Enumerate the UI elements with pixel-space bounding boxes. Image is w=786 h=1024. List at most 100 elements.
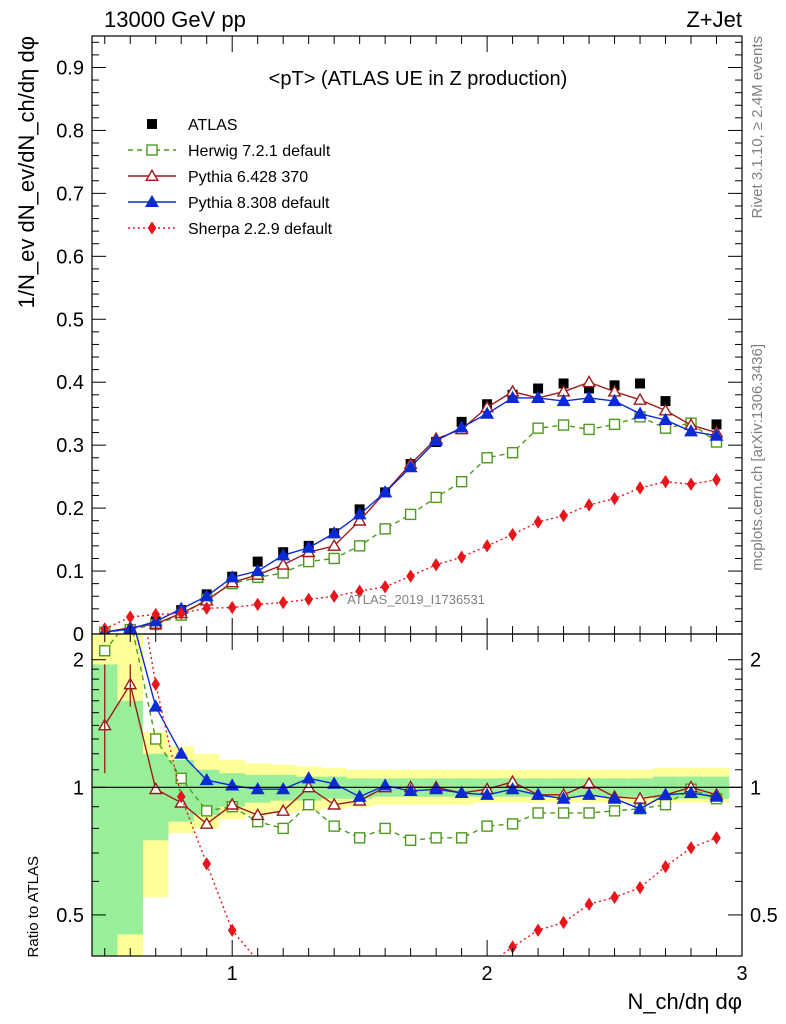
ratio-point-0-10 [353, 832, 366, 844]
ratio-point-3-14 [458, 970, 466, 982]
main-y-tick-label-2: 0.2 [56, 498, 84, 520]
main-point-0-17 [533, 383, 544, 394]
main-y-tick-label-3: 0.3 [56, 435, 84, 457]
ratio-point-3-1 [126, 526, 134, 538]
ratio-point-1-7 [276, 803, 291, 816]
ratio-point-0-0 [99, 645, 111, 657]
main-point-3-21 [633, 406, 647, 419]
main-point-3-10 [352, 507, 367, 520]
ratio-point-1-5 [225, 797, 240, 810]
main-point-2-9 [327, 538, 342, 551]
legend-marker-2 [145, 168, 159, 182]
main-point-3-18 [556, 393, 571, 407]
ratio-point-3-11 [381, 986, 389, 998]
main-point-4-9 [329, 589, 339, 603]
main-y-tick-label-7: 0.7 [56, 183, 84, 205]
ratio-point-3-8 [307, 953, 310, 956]
ratio-point-2-23 [684, 785, 698, 798]
main-point-1-16 [506, 447, 519, 459]
main-point-3-20 [607, 393, 622, 407]
main-y-tick-label-0: 0 [73, 624, 84, 646]
ratio-point-2-14 [454, 785, 469, 798]
main-point-3-19 [582, 390, 597, 403]
main-point-4-10 [355, 584, 364, 598]
main-point-3-7 [276, 548, 291, 561]
ratio-point-0-13 [430, 832, 442, 844]
main-y-tick-label-9: 0.9 [56, 57, 84, 79]
main-series-3 [99, 390, 724, 634]
ratio-point-1-8 [301, 780, 316, 793]
main-point-3-22 [658, 412, 673, 425]
ratio-band-stat-1 [117, 700, 143, 935]
ratio-point-0-15 [481, 820, 493, 832]
ratio-point-3-23 [686, 841, 696, 855]
ratio-point-3-24 [712, 831, 721, 845]
main-point-1-11 [379, 523, 391, 535]
ratio-frame [91, 633, 743, 957]
legend-entry-4: Sherpa 2.2.9 default [128, 221, 333, 238]
main-point-1-14 [455, 475, 468, 488]
main-y-tick-label-4: 0.4 [56, 372, 84, 394]
ratio-point-2-12 [403, 783, 418, 797]
ratio-point-3-0 [101, 485, 109, 497]
main-point-3-4 [199, 589, 214, 602]
main-point-1-13 [430, 491, 442, 504]
main-y-tick-label-8: 0.8 [56, 120, 84, 142]
legend-marker-0 [147, 119, 157, 129]
main-point-3-12 [403, 460, 418, 473]
main-point-4-21 [635, 481, 645, 495]
main-point-3-9 [327, 526, 342, 539]
ratio-y-tick-label-1: 1 [73, 777, 84, 799]
ratio-point-2-9 [327, 776, 342, 789]
ratio-point-2-4 [199, 772, 214, 786]
ratio-point-0-22 [659, 798, 672, 811]
main-point-4-17 [533, 515, 543, 529]
main-point-4-15 [482, 539, 492, 553]
main-point-4-18 [559, 508, 568, 523]
main-point-4-19 [584, 498, 594, 512]
ratio-point-0-7 [277, 822, 289, 835]
ratio-y-tick-label-right-0: 0.5 [750, 905, 778, 927]
ratio-point-2-18 [556, 791, 571, 804]
ratio-y-tick-label-2: 2 [73, 650, 84, 672]
ratio-point-2-10 [352, 789, 367, 802]
main-point-4-7 [278, 595, 288, 610]
rivet-label: Rivet 3.1.10, ≥ 2.4M events [749, 36, 766, 219]
ratio-point-3-2 [151, 677, 161, 691]
legend-entry-3: Pythia 8.308 default [128, 194, 330, 212]
ratio-point-0-17 [532, 807, 544, 819]
main-y-tick-label-5: 0.5 [56, 309, 84, 331]
y-axis-label-ratio: Ratio to ATLAS [25, 856, 42, 957]
main-point-0-6 [252, 556, 263, 567]
watermark: ATLAS_2019_I1736531 [347, 592, 485, 607]
main-point-3-13 [429, 433, 444, 446]
legend-entry-1: Herwig 7.2.1 default [128, 143, 331, 160]
main-point-2-19 [582, 375, 597, 388]
main-point-4-16 [508, 527, 517, 542]
ratio-point-3-5 [227, 923, 237, 937]
main-point-4-12 [406, 569, 415, 583]
ratio-point-1-4 [199, 816, 214, 829]
ratio-series-3 [101, 485, 721, 998]
main-point-3-15 [480, 406, 495, 419]
ratio-point-3-3 [176, 790, 186, 804]
ratio-point-2-7 [276, 782, 291, 795]
x-tick-label-1: 2 [482, 963, 493, 985]
ratio-point-2-20 [607, 791, 622, 804]
ratio-y-tick-label-right-1: 1 [750, 777, 761, 799]
ratio-point-1-2 [148, 782, 163, 795]
ratio-point-0-3 [175, 772, 187, 785]
main-point-0-18 [558, 378, 569, 389]
main-point-2-10 [352, 513, 367, 526]
ratio-point-3-4 [202, 857, 212, 871]
ratio-point-3-7 [279, 965, 287, 977]
ratio-point-3-22 [661, 859, 670, 874]
main-point-4-13 [431, 558, 441, 572]
main-point-1-12 [404, 508, 417, 521]
ratio-point-3-17 [533, 923, 543, 937]
main-point-0-19 [584, 383, 595, 394]
main-point-2-7 [276, 557, 291, 570]
main-point-4-4 [202, 601, 212, 615]
main-point-4-23 [686, 477, 696, 491]
ratio-point-3-10 [356, 980, 364, 992]
